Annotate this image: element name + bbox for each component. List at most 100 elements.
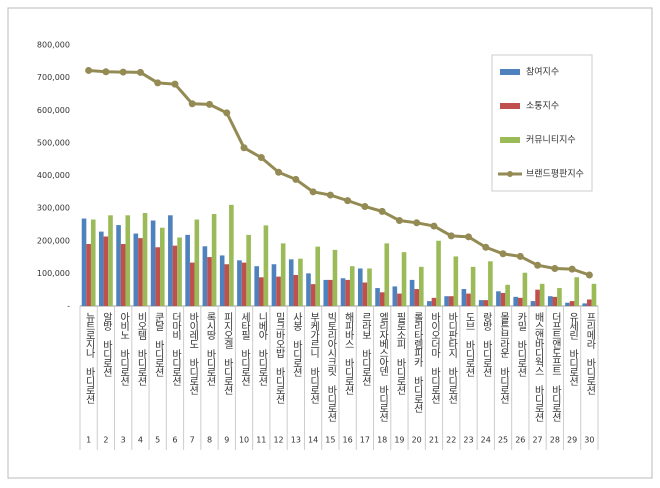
line-point [413,219,421,227]
bar [362,282,368,306]
bar [591,283,597,306]
bar [431,297,437,306]
bar [98,231,104,306]
x-tick-label: 아비노 바디로션 [118,312,130,386]
bar [189,262,195,306]
x-tick-label: 엘리자베스아덴 바디로션 [377,311,389,422]
x-tick-label: 해피바스 바디로션 [342,311,354,395]
x-tick-label: 뉴트로지나 바디로션 [83,312,95,404]
line-point [257,154,265,162]
legend-swatch [500,103,520,109]
bar [547,296,553,306]
line-point [551,264,559,272]
legend-label: 소통지수 [526,101,559,112]
rank-label: 23 [463,436,473,445]
bar [517,297,523,306]
bar [120,244,126,306]
line-point [585,271,593,279]
bar [138,238,143,306]
x-tick-label: 르라보 바디로션 [359,312,371,386]
line-point [447,232,455,240]
rank-label: 22 [446,436,456,445]
rank-label: 29 [567,436,577,445]
x-tick-label: 바이오더마 바디로션 [428,312,440,404]
bar [108,215,113,306]
x-tick-label: 배스앤바디웍스 바디로션 [532,312,544,422]
x-tick-label: 롤리타렘피카 바디로션 [411,312,423,413]
bar [254,266,259,306]
x-tick-label: 피지오겔 바디로션 [221,312,233,395]
rank-label: 17 [360,436,370,445]
x-tick-label: 쿤달 바디로션 [152,312,164,377]
y-tick-label: - [67,302,70,311]
legend-label: 브랜드평판지수 [526,169,584,180]
bar [357,268,363,306]
rank-label: 19 [394,436,404,445]
rank-label: 4 [138,436,143,445]
bar [444,296,449,306]
x-tick-label: 니베아 바디로션 [256,312,268,386]
bar [539,283,545,306]
bar [552,296,558,306]
x-tick-label: 바이레도 바디로션 [187,312,199,395]
line-point [326,191,334,199]
bar [103,236,109,306]
line-point [309,188,317,196]
legend-box [491,54,593,192]
line-point [119,68,127,76]
rank-label: 7 [190,436,195,445]
line-point [223,109,231,117]
bar [565,302,570,306]
x-tick-label: 더프트앤도프트 바디로션 [549,312,561,422]
bar [125,215,131,306]
x-tick-label: 밀크바오밥 바디로션 [273,312,285,404]
x-tick-label: 랑방 바디로션 [480,312,492,377]
bar [133,233,139,306]
bar [81,218,87,306]
line-point [516,252,524,260]
bar [155,247,161,306]
rank-label: 18 [377,436,387,445]
bar [288,259,294,306]
y-tick-label: 700,000 [37,73,70,82]
line-point [499,250,507,258]
bar [392,286,398,306]
x-tick-label: 몰튼브라운 바디로션 [498,312,510,404]
x-tick-label: 세타필 바디로션 [239,312,251,386]
y-tick-label: 300,000 [37,204,70,213]
rank-label: 20 [412,436,422,445]
bar [211,213,217,306]
bar [224,264,230,306]
line-point [465,233,472,241]
rank-label: 21 [429,436,439,445]
bar [328,279,333,306]
line-point [482,243,490,251]
line-point [85,66,93,74]
bar [150,220,156,306]
rank-label: 12 [273,436,283,445]
rank-label: 5 [155,436,160,445]
rank-label: 2 [103,436,108,445]
bar [478,300,484,306]
bar [310,284,316,306]
x-tick-label: 프리메라 바디로션 [584,312,596,395]
bar [323,279,329,306]
rank-label: 3 [121,436,126,445]
bar [401,252,407,306]
bar [160,227,165,306]
bar [397,293,402,306]
bar [427,301,432,306]
line-point [378,207,386,215]
bar [185,234,190,306]
x-tick-label: 더마비 바디로션 [169,312,181,386]
bar [306,273,311,306]
bar [293,275,299,306]
rank-label: 13 [291,436,301,445]
bar [513,296,518,306]
legend-label: 커뮤니티지수 [526,135,576,146]
rank-label: 16 [343,436,353,445]
line-point [102,68,110,76]
bar [168,215,173,306]
bar [409,279,415,306]
